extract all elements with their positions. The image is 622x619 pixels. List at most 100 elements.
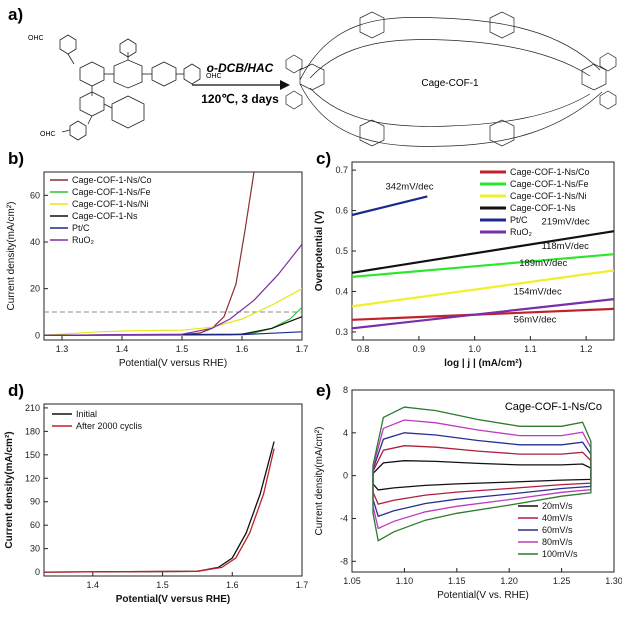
y-tick-label: 60 <box>30 190 40 200</box>
monomer-structure <box>59 34 201 141</box>
y-tick-label: 4 <box>343 428 348 438</box>
legend-label: Cage-COF-1-Ns/Ni <box>510 191 587 201</box>
x-tick-label: 1.2 <box>580 344 593 354</box>
tafel-slope-label: 189mV/dec <box>519 258 567 269</box>
legend-label: Cage-COF-1-Ns <box>510 203 576 213</box>
x-tick-label: 1.6 <box>236 344 249 354</box>
y-tick-label: 0.5 <box>335 246 348 256</box>
y-tick-label: 20 <box>30 284 40 294</box>
cv-loop <box>372 419 592 530</box>
product-label: Cage-COF-1 <box>421 78 479 89</box>
x-tick-label: 1.10 <box>396 576 414 586</box>
legend-label: 100mV/s <box>542 549 578 559</box>
x-tick-label: 1.4 <box>116 344 129 354</box>
reaction-arrow-head <box>280 80 290 90</box>
y-tick-label: 180 <box>25 426 40 436</box>
legend-label: 80mV/s <box>542 537 573 547</box>
x-tick-label: 1.25 <box>553 576 571 586</box>
x-tick-label: 1.3 <box>56 344 69 354</box>
y-tick-label: 0.6 <box>335 206 348 216</box>
cage-framework-structure <box>285 11 617 147</box>
panel-b: b) 1.3 1.4 1.5 1.6 1.7 0 20 40 60 Potential(V ver… <box>0 148 310 380</box>
reagent-label: o-DCB/HAC <box>207 61 274 75</box>
conditions-label: 120℃, 3 days <box>201 92 279 106</box>
series-line <box>351 298 615 330</box>
tafel-chart: c) 0.8 0.9 1.0 1.1 1.2 0.3 0.4 0.5 0.6 0.7 log | j… <box>314 149 615 369</box>
tafel-slope-label: 118mV/dec <box>542 241 590 252</box>
panel-e: e) 1.05 1.10 1.15 1.20 1.25 1.30 -8 -4 0 4 8 Potent… <box>310 380 622 614</box>
x-tick-label: 1.7 <box>296 344 309 354</box>
x-tick-label: 0.8 <box>357 344 370 354</box>
panel-label-c: c) <box>316 149 331 168</box>
series-line <box>44 243 302 336</box>
chart-title: Cage-COF-1-Ns/Co <box>505 401 602 413</box>
y-tick-label: 0 <box>35 567 40 577</box>
x-tick-label: 1.6 <box>226 580 239 590</box>
panel-d: d) 1.4 1.5 1.6 1.7 0 30 60 90 120 150 180 210 Potent… <box>0 380 310 614</box>
x-tick-label: 1.4 <box>87 580 100 590</box>
legend-label: RuO₂ <box>72 235 95 245</box>
plot-frame <box>43 171 303 341</box>
legend-label: Initial <box>76 409 97 419</box>
legend-label: RuO₂ <box>510 227 533 237</box>
panel-label-a: a) <box>8 5 23 24</box>
monomer-label-2: OHC <box>206 73 222 80</box>
x-tick-label: 1.5 <box>156 580 169 590</box>
x-tick-label: 1.5 <box>176 344 189 354</box>
y-tick-label: 40 <box>30 237 40 247</box>
y-axis-label: Current density(mA/cm²) <box>6 202 17 311</box>
monomer-label-3: OHC <box>40 131 56 138</box>
legend-label: After 2000 cyclis <box>76 421 143 431</box>
y-tick-label: -8 <box>340 556 348 566</box>
y-tick-label: 150 <box>25 450 40 460</box>
legend-label: 40mV/s <box>542 513 573 523</box>
y-tick-label: 60 <box>30 520 40 530</box>
legend-label: Cage-COF-1-Ns/Fe <box>72 187 151 197</box>
legend-label: Cage-COF-1-Ns/Co <box>72 175 152 185</box>
monomer-label-1: OHC <box>28 35 44 42</box>
y-axis-label: Current density(mA/cm²) <box>4 431 15 548</box>
x-tick-label: 0.9 <box>413 344 426 354</box>
panel-c: c) 0.8 0.9 1.0 1.1 1.2 0.3 0.4 0.5 0.6 0.7 log | j… <box>310 148 622 380</box>
tafel-slope-label: 154mV/dec <box>514 286 562 297</box>
legend-label: 60mV/s <box>542 525 573 535</box>
series-line <box>351 253 615 278</box>
legend-label: Cage-COF-1-Ns/Fe <box>510 179 589 189</box>
y-axis-label: Current density(mA/cm²) <box>314 427 325 536</box>
y-tick-label: 120 <box>25 473 40 483</box>
y-tick-label: 30 <box>30 544 40 554</box>
tafel-slope-label: 56mV/dec <box>514 315 557 326</box>
cv-loop <box>372 432 592 518</box>
plot-frame <box>43 403 303 577</box>
cv-loop <box>372 406 592 542</box>
legend-label: Cage-COF-1-Ns <box>72 211 138 221</box>
legend-label: 20mV/s <box>542 501 573 511</box>
x-tick-label: 1.30 <box>605 576 622 586</box>
panel-label-e: e) <box>316 381 331 400</box>
legend-label: Cage-COF-1-Ns/Ni <box>72 199 149 209</box>
x-axis-label: Potential(V vs. RHE) <box>437 590 529 601</box>
panel-label-d: d) <box>8 381 24 400</box>
legend-label: Pt/C <box>72 223 90 233</box>
y-tick-label: 0 <box>343 471 348 481</box>
series-line <box>43 448 275 573</box>
x-tick-label: 1.7 <box>296 580 309 590</box>
x-tick-label: 1.1 <box>524 344 537 354</box>
y-tick-label: 0.4 <box>335 286 348 296</box>
x-axis-label: Potential(V versus RHE) <box>119 358 227 369</box>
y-tick-label: 210 <box>25 403 40 413</box>
cv-loop <box>372 445 592 505</box>
y-tick-label: 8 <box>343 385 348 395</box>
scheme-panel: a) OHC OHC OHC o-DCB/HAC <box>0 0 622 150</box>
cv-chart: e) 1.05 1.10 1.15 1.20 1.25 1.30 -8 -4 0 4 8 Potent… <box>314 381 622 601</box>
tafel-slope-label: 342mV/dec <box>385 182 433 193</box>
series-line <box>351 195 428 217</box>
series-line <box>351 269 615 308</box>
x-axis-label: log | j | (mA/cm²) <box>444 358 522 369</box>
y-tick-label: 90 <box>30 497 40 507</box>
x-tick-label: 1.20 <box>500 576 518 586</box>
scheme-svg: a) OHC OHC OHC o-DCB/HAC <box>8 5 617 147</box>
plot-frame <box>351 389 615 573</box>
series-line <box>44 288 302 336</box>
x-axis-label: Potential(V versus RHE) <box>116 594 230 605</box>
